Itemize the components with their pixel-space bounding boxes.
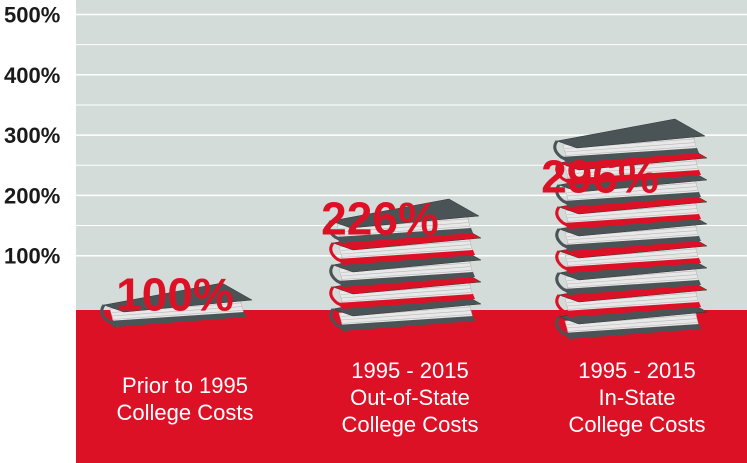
value-label: 296% [541, 151, 659, 203]
page-line [340, 270, 472, 280]
value-label: 100% [116, 269, 234, 321]
book-back-cover [563, 280, 701, 295]
category-label: 1995 - 2015 In-State College Costs [569, 358, 706, 437]
page-line [566, 212, 698, 222]
book-spine [555, 184, 570, 206]
y-tick-label: 100% [4, 244, 60, 269]
page-line [111, 310, 243, 320]
y-axis-ticks: 100% 200% 300% 400% 500% [4, 3, 60, 269]
page-line [338, 222, 470, 233]
page-line [566, 186, 698, 197]
book-back-cover [335, 228, 473, 243]
page-line [566, 234, 698, 244]
book-spine [555, 206, 570, 228]
book-back-cover [563, 192, 701, 207]
book-spine [327, 220, 342, 242]
category-label-line: Prior to 1995 [122, 373, 248, 398]
book-stack-2 [327, 198, 482, 331]
y-tick-label: 200% [4, 183, 60, 208]
book-back-cover [108, 312, 246, 327]
page-line [566, 278, 698, 288]
category-label: 1995 - 2015 Out-of-State College Costs [342, 358, 479, 437]
category-label: Prior to 1995 College Costs [117, 373, 254, 425]
page-line [564, 146, 696, 156]
page-line [566, 274, 698, 285]
category-label-line: 1995 - 2015 [578, 358, 695, 383]
category-label-line: College Costs [342, 412, 479, 437]
book-spine [555, 250, 570, 272]
page-line [566, 230, 698, 241]
y-tick-label: 500% [4, 3, 60, 28]
book-back-cover [563, 214, 701, 229]
page-line [566, 300, 698, 310]
page-line [111, 306, 243, 317]
page-line [566, 252, 698, 263]
page-line [566, 322, 698, 332]
page-line [566, 318, 698, 329]
book-back-cover [563, 258, 701, 273]
page-line [566, 168, 698, 178]
page-line [340, 288, 472, 299]
book-stacks [100, 118, 708, 339]
book-back-cover [563, 302, 701, 317]
book-spine [329, 264, 344, 286]
value-label: 226% [321, 193, 439, 245]
page-line [566, 164, 698, 175]
book-spine [555, 294, 570, 316]
book-back-cover [561, 148, 699, 163]
page-line [340, 244, 472, 255]
book-spine [555, 316, 570, 338]
category-label-line: In-State [598, 385, 675, 410]
book-spine [329, 242, 344, 264]
book-back-cover [337, 294, 475, 309]
book-cover [330, 198, 480, 229]
y-tick-label: 300% [4, 123, 60, 148]
book-cover [103, 282, 253, 313]
category-label-line: College Costs [569, 412, 706, 437]
page-line [340, 314, 472, 324]
page-line [340, 292, 472, 302]
page-line [340, 248, 472, 258]
category-label-line: 1995 - 2015 [351, 358, 468, 383]
y-tick-label: 400% [4, 63, 60, 88]
book-spine [329, 308, 344, 330]
value-labels: 100% 226% 296% [116, 151, 659, 321]
book-back-cover [337, 250, 475, 265]
book-back-cover [563, 324, 701, 339]
category-label-line: College Costs [117, 400, 254, 425]
page-line [566, 190, 698, 200]
book-9 [553, 118, 706, 163]
book-cover [556, 118, 706, 149]
page-line [340, 266, 472, 277]
book-back-cover [563, 236, 701, 251]
page-line [340, 310, 472, 321]
book-stack-1 [100, 282, 253, 327]
page-line [566, 208, 698, 219]
book-back-cover [337, 272, 475, 287]
page-line [566, 296, 698, 307]
book-back-cover [337, 316, 475, 331]
book-spine [329, 286, 344, 308]
book-spine [555, 162, 570, 184]
book-back-cover [563, 170, 701, 185]
book-spine [555, 228, 570, 250]
book-spine [100, 304, 115, 326]
category-band [76, 310, 747, 463]
category-label-line: Out-of-State [350, 385, 470, 410]
page-line [566, 256, 698, 266]
page-line [338, 226, 470, 236]
book-spine [555, 272, 570, 294]
book-stack-3 [553, 118, 708, 339]
book-5 [327, 198, 480, 243]
book-spine [553, 140, 568, 162]
page-line [564, 142, 696, 153]
book-1 [100, 282, 253, 327]
